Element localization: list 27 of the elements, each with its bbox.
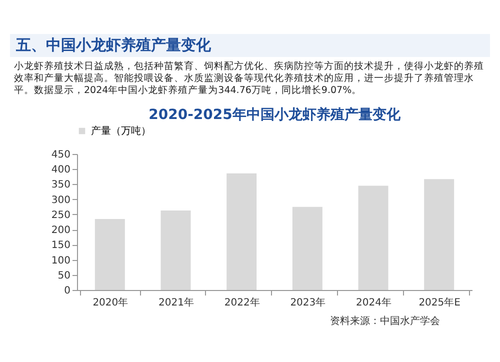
bar [424, 179, 454, 290]
y-tick-label: 50 [58, 270, 70, 282]
x-tick-label: 2023年 [290, 296, 326, 308]
x-tick-label: 2021年 [158, 296, 194, 308]
bar [358, 186, 388, 290]
y-tick-label: 200 [51, 225, 70, 236]
x-tick-label: 2025年E [418, 296, 460, 308]
y-tick-label: 400 [51, 164, 70, 176]
y-tick-label: 0 [64, 286, 70, 296]
x-tick-label: 2020年 [92, 296, 128, 308]
bar [94, 218, 125, 290]
y-tick-label: 300 [51, 194, 70, 206]
chart-subtitle: 2020-2025年中国小龙虾养殖产量变化 [148, 106, 402, 123]
legend-label: 产量（万吨） [91, 125, 151, 137]
y-tick-label: 350 [51, 180, 70, 191]
y-tick-label: 150 [51, 240, 70, 252]
bar [292, 206, 322, 290]
x-tick-label: 2024年 [356, 296, 392, 308]
y-tick-label: 450 [51, 150, 70, 160]
text: 小龙虾养殖技术日益成熟，包括种苗繁育、饲料配方优化、疾病防控等方面的技术提升，使得小龙虾的养殖效率和产量大幅提高。智能投喂设备、水质监测设备等现代化养殖技术的应用，进一步提升了养殖管理水平。数据显示，2024年中国小龙虾养殖产量为344.76万吨，同比增长9.07%。 [14, 61, 485, 97]
y-tick-label: 250 [51, 210, 70, 221]
x-tick-label: 2022年 [224, 296, 260, 308]
chart-title: 五、中国小龙虾养殖产量变化 [10, 34, 490, 57]
bar [160, 210, 191, 290]
text: 资料来源：中国水产学会 [330, 314, 440, 328]
bar [226, 173, 257, 290]
y-tick-label: 100 [51, 255, 70, 266]
